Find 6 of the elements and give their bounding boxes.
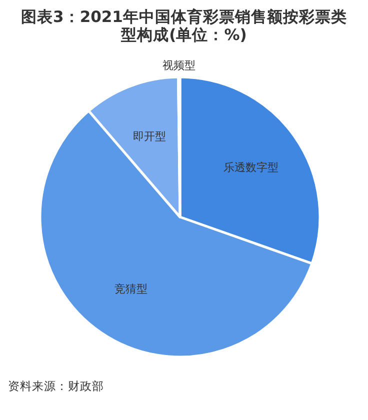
slice-label: 视频型 <box>162 59 196 72</box>
slice-label: 乐透数字型 <box>223 160 278 174</box>
slice-label: 竞猜型 <box>114 282 148 296</box>
text: 资料来源：财政部 <box>8 379 104 393</box>
chart-title: 图表3：2021年中国体育彩票销售额按彩票类型构成(单位：%) <box>21 7 347 44</box>
slice-label: 即开型 <box>132 130 166 143</box>
